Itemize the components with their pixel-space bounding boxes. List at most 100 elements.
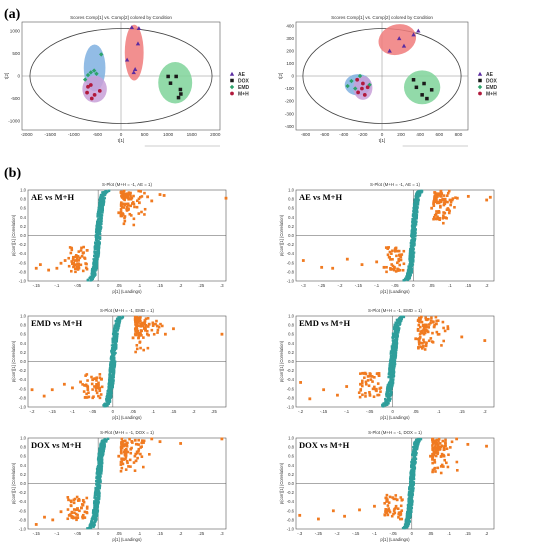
significant-point [432,200,436,203]
s-curve-point [115,327,118,330]
outlier-point [158,193,162,196]
s-curve-point [99,478,102,482]
s-curve-point [92,259,96,263]
s-curve-point [98,220,102,223]
chart-title: S-Plot (M+H = -1, DOX = 1) [100,430,154,435]
outlier-point [91,378,95,382]
significant-point [132,461,136,464]
x-tick-label: 200 [397,132,405,137]
significant-point [389,258,392,261]
s-curve-point [110,384,114,387]
s-curve-point [405,524,408,527]
y-tick-label: 500 [12,51,20,56]
s-curve-point [404,519,407,522]
significant-point [144,317,148,321]
significant-point [363,376,366,380]
significant-point [417,343,421,346]
outlier-point [436,448,440,452]
outlier-point [423,330,427,333]
point-dox [420,93,424,97]
x-tick-label: -.2 [30,409,36,414]
significant-point [447,211,451,215]
significant-point [135,325,139,328]
significant-point [95,384,98,388]
significant-point [68,246,72,249]
outlier-point [414,337,418,341]
significant-point [143,191,146,195]
significant-point [85,392,88,396]
s-curve-point [93,262,96,265]
s-curve-point [391,336,395,340]
outlier-point [59,510,63,514]
significant-point [139,346,142,350]
significant-point [427,326,431,329]
y-tick-label: 0.0 [20,481,26,486]
significant-point [133,469,137,472]
outlier-point [359,382,362,386]
outlier-point [444,441,447,444]
s-curve-point [410,270,414,273]
significant-point [442,446,446,449]
s-curve-point [95,506,98,509]
significant-point [449,203,452,207]
outlier-point [322,388,326,392]
s-curve-point [411,480,414,484]
s-curve-point [99,455,102,458]
s-curve-point [384,404,387,407]
s-curve-point [113,350,116,353]
s-curve-point [391,339,394,342]
significant-point [97,381,100,385]
s-curve-point [96,215,99,218]
significant-point [431,452,434,456]
significant-point [144,325,147,329]
significant-point [436,443,440,446]
significant-point [398,513,402,517]
outlier-point [336,393,339,397]
x-tick-label: 0 [392,409,395,414]
significant-point [135,323,139,326]
legend-marker [477,71,483,76]
s-curve-point [117,327,120,330]
s-curve-point [113,326,117,329]
s-curve-point [414,229,417,232]
s-curve-point [408,490,411,493]
significant-point [379,386,383,390]
s-curve-point [95,480,98,483]
significant-point [386,504,390,507]
significant-point [439,471,443,475]
s-curve-point [409,266,413,269]
s-curve-point [95,259,98,262]
significant-point [143,321,146,324]
significant-point [439,204,442,208]
significant-point [399,496,403,499]
significant-point [82,390,86,393]
s-curve-point [409,513,413,517]
s-curve-point [95,476,98,479]
s-curve-point [112,369,115,372]
s-curve-point [106,390,109,393]
s-curve-point [392,326,396,330]
s-curve-point [92,514,95,517]
s-curve-point [95,475,98,478]
significant-point [424,328,428,331]
significant-point [70,514,73,518]
s-curve-point [411,267,414,270]
s-curve-point [119,317,122,320]
s-curve-point [97,226,101,230]
legend-marker [477,84,483,90]
outlier-point [455,437,459,441]
s-curve-point [416,201,420,204]
significant-point [67,256,71,260]
significant-point [397,268,400,271]
x-tick-label: .15 [465,531,471,536]
s-curve-point [110,366,113,369]
s-curve-point [410,245,413,249]
point-dox [166,74,170,79]
s-curve-point [92,516,95,519]
outlier-point [331,509,335,513]
y-tick-label: 0.8 [20,323,26,328]
significant-point [377,374,381,378]
significant-point [142,336,145,339]
significant-point [385,265,388,269]
y-tick-label: 200 [286,48,294,53]
